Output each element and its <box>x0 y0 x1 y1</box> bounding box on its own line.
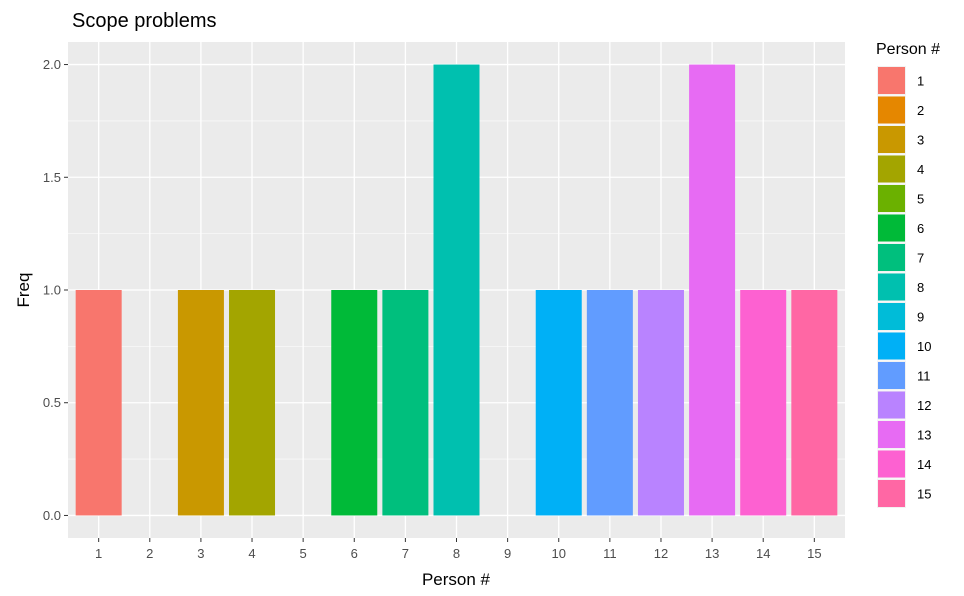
x-tick-label: 6 <box>351 546 358 561</box>
x-tick-label: 11 <box>603 546 617 561</box>
legend-label: 12 <box>917 398 931 413</box>
bar-12 <box>637 290 684 516</box>
y-tick-label: 0.5 <box>43 395 61 410</box>
legend-swatch-14 <box>878 450 905 478</box>
legend-label: 5 <box>917 192 924 207</box>
legend-swatch-9 <box>878 303 905 330</box>
legend-swatch-7 <box>878 244 905 271</box>
legend-label: 2 <box>917 103 924 118</box>
bar-11 <box>586 290 633 516</box>
bar-4 <box>229 290 276 516</box>
x-tick-label: 8 <box>453 546 460 561</box>
legend-label: 13 <box>917 428 931 443</box>
legend-swatch-3 <box>878 126 905 153</box>
x-tick-label: 13 <box>705 546 719 561</box>
bar-8 <box>433 64 480 516</box>
legend-swatch-5 <box>878 185 905 212</box>
legend-swatch-1 <box>878 67 905 94</box>
legend-swatch-8 <box>878 273 905 301</box>
legend-swatch-12 <box>878 391 905 419</box>
legend-label: 14 <box>917 457 931 472</box>
legend-swatch-4 <box>878 155 905 183</box>
bar-15 <box>791 290 838 516</box>
x-tick-label: 14 <box>756 546 770 561</box>
x-axis-title: Person # <box>422 570 491 589</box>
x-tick-label: 10 <box>552 546 566 561</box>
y-tick-label: 2.0 <box>43 57 61 72</box>
y-tick-label: 1.5 <box>43 170 61 185</box>
x-tick-label: 7 <box>402 546 409 561</box>
x-axis: 1 2 3 4 5 6 7 8 9 10 11 12 13 14 15 <box>95 538 822 561</box>
legend-title: Person # <box>876 41 940 58</box>
x-tick-label: 15 <box>807 546 821 561</box>
legend-label: 6 <box>917 221 924 236</box>
bar-7 <box>382 290 429 516</box>
bar-13 <box>689 64 736 516</box>
bar-14 <box>740 290 787 516</box>
legend-swatch-10 <box>878 332 905 360</box>
x-tick-label: 2 <box>146 546 153 561</box>
legend-label: 15 <box>917 487 931 502</box>
bar-3 <box>177 290 224 516</box>
chart-title: Scope problems <box>72 10 217 32</box>
legend-label: 10 <box>917 339 931 354</box>
bars <box>75 64 838 516</box>
legend-swatch-6 <box>878 214 905 242</box>
x-tick-label: 4 <box>248 546 255 561</box>
legend-label: 3 <box>917 133 924 148</box>
y-axis: 0.0 0.5 1.0 1.5 2.0 <box>43 57 68 523</box>
legend-label: 7 <box>917 251 924 266</box>
legend-label: 1 <box>917 74 924 89</box>
y-tick-label: 1.0 <box>43 283 61 298</box>
legend-swatch-2 <box>878 96 905 124</box>
legend-label: 4 <box>917 162 924 177</box>
y-axis-title: Freq <box>14 273 33 308</box>
x-tick-label: 9 <box>504 546 511 561</box>
legend-label: 9 <box>917 310 924 325</box>
legend-label: 8 <box>917 280 924 295</box>
legend-swatch-15 <box>878 480 905 507</box>
x-tick-label: 12 <box>654 546 668 561</box>
legend-swatch-11 <box>878 362 905 389</box>
bar-6 <box>331 290 378 516</box>
bar-10 <box>535 290 582 516</box>
bar-1 <box>75 290 122 516</box>
legend-label: 11 <box>917 369 931 384</box>
x-tick-label: 5 <box>300 546 307 561</box>
y-tick-label: 0.0 <box>43 508 61 523</box>
x-tick-label: 1 <box>95 546 102 561</box>
legend-swatch-13 <box>878 421 905 448</box>
x-tick-label: 3 <box>197 546 204 561</box>
